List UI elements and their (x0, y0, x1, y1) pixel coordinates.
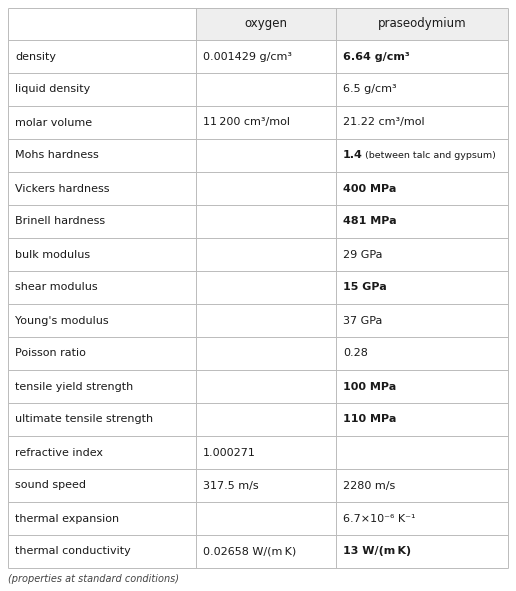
Text: 400 MPa: 400 MPa (343, 183, 396, 193)
Bar (336, 8, 508, 40)
Text: 481 MPa: 481 MPa (343, 216, 397, 226)
Text: Young's modulus: Young's modulus (15, 316, 109, 326)
Text: 2280 m/s: 2280 m/s (343, 480, 395, 491)
Text: Poisson ratio: Poisson ratio (15, 349, 86, 359)
Text: thermal expansion: thermal expansion (15, 514, 119, 524)
Text: 0.28: 0.28 (343, 349, 368, 359)
Text: Mohs hardness: Mohs hardness (15, 151, 99, 161)
Text: 21.22 cm³/mol: 21.22 cm³/mol (343, 118, 425, 128)
Text: Vickers hardness: Vickers hardness (15, 183, 109, 193)
Text: refractive index: refractive index (15, 447, 103, 457)
Text: 6.64 g/cm³: 6.64 g/cm³ (343, 51, 410, 61)
Text: bulk modulus: bulk modulus (15, 249, 90, 259)
Text: (between talc and gypsum): (between talc and gypsum) (365, 151, 496, 160)
Text: (properties at standard conditions): (properties at standard conditions) (8, 574, 179, 584)
Text: 15 GPa: 15 GPa (343, 282, 387, 293)
Text: 110 MPa: 110 MPa (343, 414, 396, 424)
Text: 11 200 cm³/mol: 11 200 cm³/mol (203, 118, 290, 128)
Text: 29 GPa: 29 GPa (343, 249, 382, 259)
Bar (196, 8, 336, 40)
Text: 0.02658 W/(m K): 0.02658 W/(m K) (203, 547, 296, 557)
Text: 100 MPa: 100 MPa (343, 382, 396, 391)
Text: density: density (15, 51, 56, 61)
Text: liquid density: liquid density (15, 85, 90, 95)
Text: molar volume: molar volume (15, 118, 92, 128)
Text: 37 GPa: 37 GPa (343, 316, 382, 326)
Text: 1.4: 1.4 (343, 151, 363, 161)
Text: shear modulus: shear modulus (15, 282, 98, 293)
Text: thermal conductivity: thermal conductivity (15, 547, 131, 557)
Text: 0.001429 g/cm³: 0.001429 g/cm³ (203, 51, 292, 61)
Text: praseodymium: praseodymium (378, 18, 466, 31)
Text: ultimate tensile strength: ultimate tensile strength (15, 414, 153, 424)
Text: 6.7×10⁻⁶ K⁻¹: 6.7×10⁻⁶ K⁻¹ (343, 514, 415, 524)
Text: tensile yield strength: tensile yield strength (15, 382, 133, 391)
Text: oxygen: oxygen (245, 18, 287, 31)
Text: 6.5 g/cm³: 6.5 g/cm³ (343, 85, 397, 95)
Text: Brinell hardness: Brinell hardness (15, 216, 105, 226)
Text: 13 W/(m K): 13 W/(m K) (343, 547, 411, 557)
Text: sound speed: sound speed (15, 480, 86, 491)
Text: 317.5 m/s: 317.5 m/s (203, 480, 259, 491)
Text: 1.000271: 1.000271 (203, 447, 256, 457)
